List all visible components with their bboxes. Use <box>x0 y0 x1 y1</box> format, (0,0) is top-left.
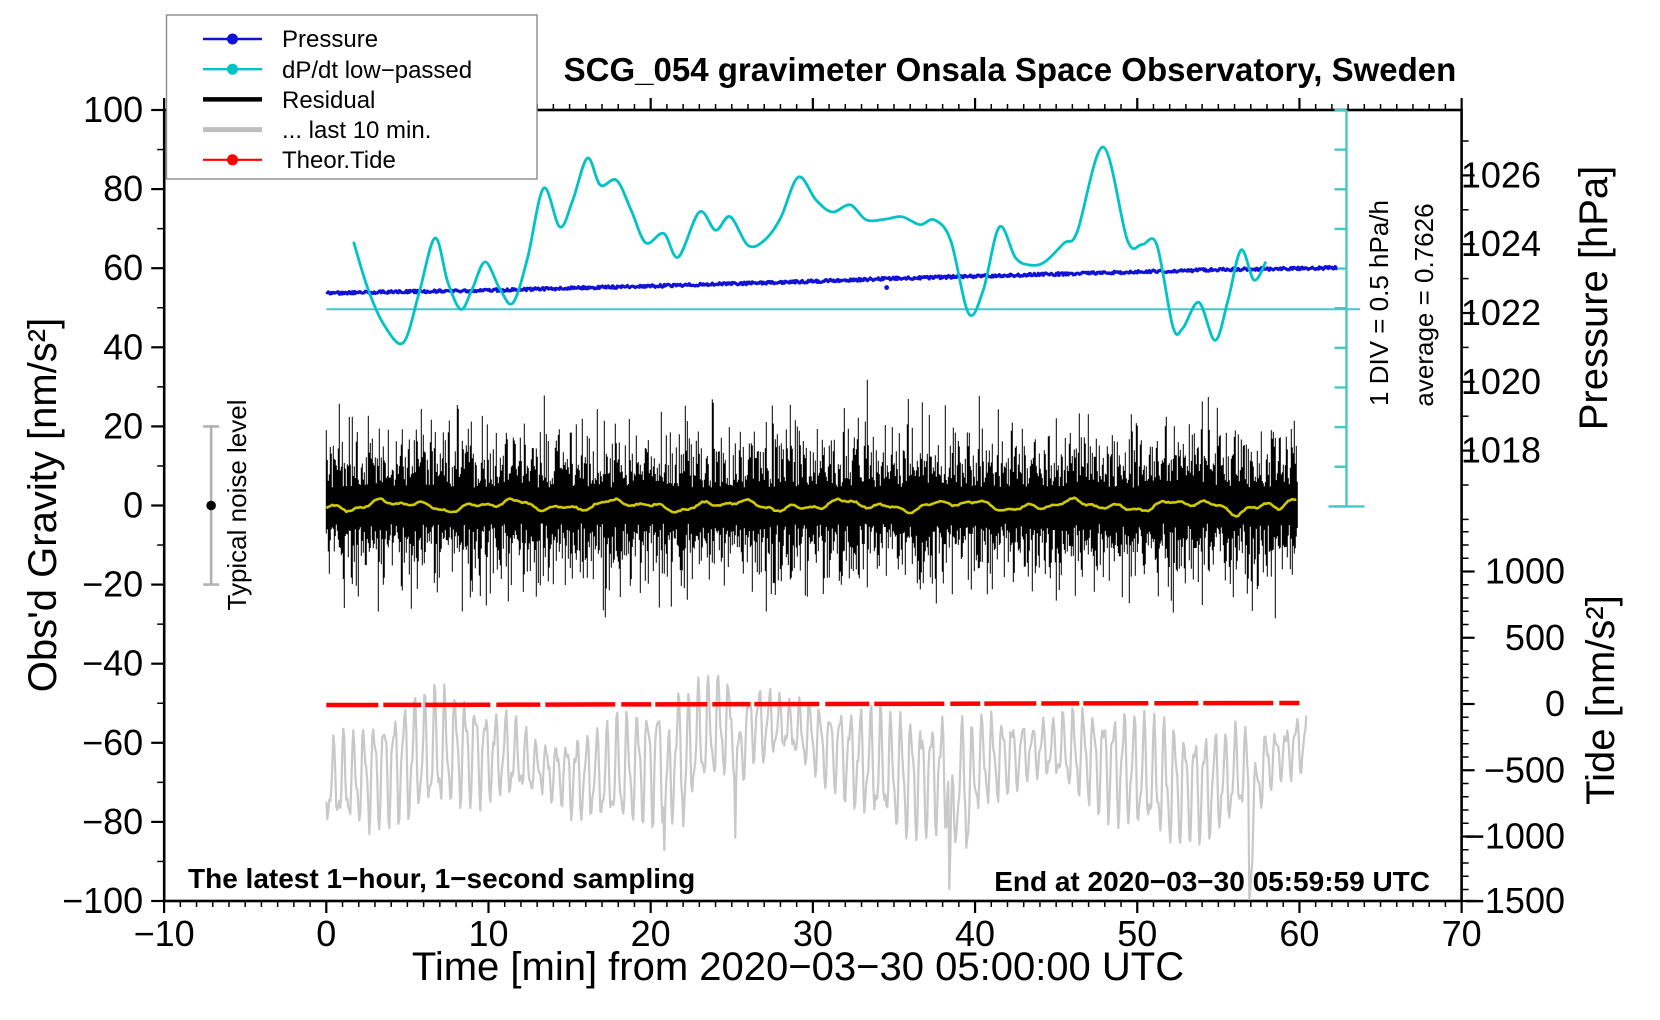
svg-text:40: 40 <box>955 913 995 954</box>
svg-text:1020: 1020 <box>1461 361 1541 402</box>
svg-text:50: 50 <box>1117 913 1157 954</box>
series-pressure <box>325 265 1338 296</box>
svg-text:−80: −80 <box>82 801 143 842</box>
legend-label-theortide: Theor.Tide <box>282 147 396 174</box>
svg-text:60: 60 <box>103 247 143 288</box>
svg-text:−60: −60 <box>82 722 143 763</box>
svg-text:20: 20 <box>103 405 143 446</box>
svg-text:20: 20 <box>631 913 671 954</box>
legend-box <box>165 14 538 180</box>
svg-text:−40: −40 <box>82 643 143 684</box>
end-time-note: End at 2020−03−30 05:59:59 UTC <box>994 866 1430 897</box>
dpdt-scale-ruler <box>326 108 1365 508</box>
svg-text:0: 0 <box>123 485 143 526</box>
static-labels: SCG_054 gravimeter Onsala Space Observat… <box>21 51 1623 989</box>
svg-text:70: 70 <box>1442 913 1482 954</box>
svg-text:−1500: −1500 <box>1464 880 1565 921</box>
axes: −10 0 10 20 30 40 50 60 70−100−80−60−40−20020406… <box>62 89 1565 954</box>
x-axis-title: Time [min] from 2020−03−30 05:00:00 UTC <box>412 945 1184 989</box>
svg-text:−100: −100 <box>62 880 143 921</box>
svg-text:60: 60 <box>1279 913 1319 954</box>
sampling-note: The latest 1−hour, 1−second sampling <box>188 863 695 894</box>
svg-text:0: 0 <box>316 913 336 954</box>
svg-text:1000: 1000 <box>1485 551 1565 592</box>
tide-axis-title: Tide [nm/s²] <box>1579 595 1623 805</box>
svg-text:0: 0 <box>1545 683 1565 724</box>
div-scale-note: 1 DIV = 0.5 hPa/h <box>1364 200 1394 406</box>
svg-text:10: 10 <box>468 913 508 954</box>
data-series <box>325 145 1338 901</box>
svg-text:40: 40 <box>103 326 143 367</box>
svg-text:−10: −10 <box>134 913 195 954</box>
series-last10min-gray <box>325 674 1308 901</box>
series-residual <box>325 379 1298 619</box>
series-residual-lowpassed <box>325 496 1297 518</box>
svg-text:1018: 1018 <box>1461 430 1541 471</box>
svg-text:30: 30 <box>793 913 833 954</box>
svg-text:1022: 1022 <box>1461 292 1541 333</box>
legend-labels: Pressure dP/dt low−passed Residual ... l… <box>282 26 472 174</box>
svg-text:1024: 1024 <box>1461 223 1541 264</box>
svg-text:1026: 1026 <box>1461 154 1541 195</box>
pressure-outlier-dot <box>884 285 890 290</box>
average-note: average = 0.7626 <box>1409 203 1439 406</box>
legend-label-residual: Residual <box>282 87 375 114</box>
svg-text:80: 80 <box>103 168 143 209</box>
series-theor-tide <box>326 700 1300 708</box>
svg-text:−500: −500 <box>1484 749 1565 790</box>
pressure-axis-title: Pressure [hPa] <box>1572 166 1616 431</box>
svg-text:−20: −20 <box>82 564 143 605</box>
legend-label-last10min: ... last 10 min. <box>282 117 431 144</box>
gravity-axis-title: Obs'd Gravity [nm/s²] <box>21 318 65 692</box>
svg-text:100: 100 <box>83 89 143 130</box>
typical-noise-label: Typical noise level <box>222 400 252 611</box>
page-title: SCG_054 gravimeter Onsala Space Observat… <box>564 51 1457 88</box>
legend-label-dpdt: dP/dt low−passed <box>282 57 472 84</box>
svg-text:−1000: −1000 <box>1464 816 1565 857</box>
typical-noise-marker <box>203 425 220 586</box>
legend-label-pressure: Pressure <box>282 26 378 53</box>
series-dpdt-lowpassed <box>352 145 1267 346</box>
svg-text:500: 500 <box>1505 617 1565 658</box>
